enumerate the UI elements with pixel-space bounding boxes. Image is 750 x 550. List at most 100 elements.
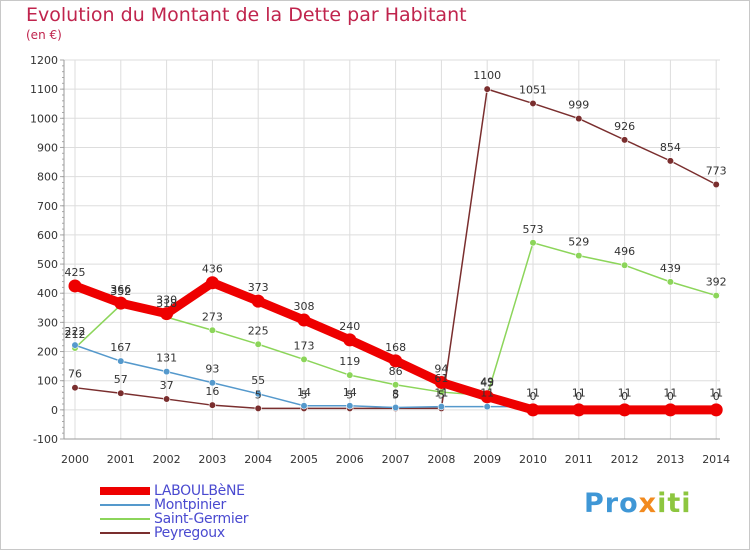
data-point-peyregoux	[163, 395, 171, 403]
data-point-montpinier	[71, 341, 79, 349]
data-point-montpinier	[117, 357, 125, 365]
axes	[60, 59, 720, 440]
data-point-peyregoux	[620, 136, 629, 144]
x-tick-label: 2010	[519, 453, 547, 466]
data-label-montpinier: 93	[205, 363, 219, 376]
legend-swatch-laboulbene	[100, 487, 150, 495]
data-label-peyregoux: 854	[660, 141, 681, 154]
data-point-montpinier	[163, 368, 171, 376]
data-point-peyregoux	[529, 99, 537, 108]
data-label-peyregoux: 5	[301, 388, 308, 401]
y-tick-label: 200	[37, 346, 58, 359]
data-label-laboulb-ne: 308	[294, 300, 315, 313]
grid-lines	[64, 59, 720, 440]
x-tick-label: 2002	[153, 453, 181, 466]
data-label-saint-germier: 273	[202, 310, 223, 323]
data-label-saint-germier: 49	[480, 376, 494, 389]
data-point-laboulb-ne	[709, 403, 723, 417]
y-tick-label: 1000	[30, 112, 58, 125]
logo-part-1: Pro	[584, 488, 639, 519]
data-label-laboulb-ne: 0	[713, 390, 720, 403]
data-label-saint-germier: 225	[248, 324, 269, 337]
data-label-laboulb-ne: 366	[110, 283, 131, 296]
data-label-saint-germier: 352	[110, 285, 131, 298]
data-label-saint-germier: 173	[294, 339, 315, 352]
data-point-saint-germier	[620, 261, 629, 269]
data-point-peyregoux	[208, 401, 216, 409]
data-point-laboulb-ne	[114, 296, 128, 310]
data-label-laboulb-ne: 0	[575, 390, 582, 403]
data-point-peyregoux	[254, 404, 262, 412]
data-point-laboulb-ne	[526, 403, 540, 417]
x-tick-label: 2008	[427, 453, 455, 466]
data-point-laboulb-ne	[297, 313, 311, 327]
y-tick-label: 100	[37, 375, 58, 388]
data-point-peyregoux	[666, 157, 675, 165]
data-label-peyregoux: 999	[568, 99, 589, 112]
x-tick-label: 2006	[336, 453, 364, 466]
data-label-laboulb-ne: 0	[530, 390, 537, 403]
data-label-peyregoux: 1051	[519, 83, 547, 96]
y-tick-label: 1100	[30, 83, 58, 96]
x-tick-label: 2004	[244, 453, 272, 466]
data-label-peyregoux: 773	[706, 164, 727, 177]
data-label-peyregoux: 57	[114, 373, 128, 386]
data-label-peyregoux: 76	[68, 368, 82, 381]
data-point-laboulb-ne	[434, 375, 448, 389]
x-tick-label: 2012	[611, 453, 639, 466]
data-point-saint-germier	[666, 278, 675, 286]
data-label-laboulb-ne: 425	[65, 266, 86, 279]
legend-swatch-montpinier	[100, 504, 150, 506]
x-tick-label: 2011	[565, 453, 593, 466]
data-labels: 76 57 37 16 5 5 5 5 5110010519999268547732123523…	[65, 69, 727, 403]
legend-label-peyregoux: Peyregoux	[154, 525, 225, 541]
data-label-saint-germier: 573	[523, 223, 544, 236]
legend-label-montpinier: Montpinier	[154, 497, 226, 513]
data-label-montpinier: 167	[110, 341, 131, 354]
data-label-montpinier: 8	[392, 388, 399, 401]
data-point-montpinier	[346, 402, 354, 410]
data-label-laboulb-ne: 168	[385, 341, 406, 354]
x-tick-label: 2000	[61, 453, 89, 466]
data-label-laboulb-ne: 94	[434, 362, 448, 375]
data-label-saint-germier: 119	[339, 355, 360, 368]
data-point-saint-germier	[300, 355, 308, 364]
data-point-saint-germier	[392, 381, 400, 389]
data-label-saint-germier: 439	[660, 262, 681, 275]
y-tick-label: 800	[37, 171, 58, 184]
x-tick-label: 2013	[656, 453, 684, 466]
data-label-peyregoux: 16	[205, 385, 219, 398]
data-label-peyregoux: 5	[255, 388, 262, 401]
data-label-montpinier: 11	[618, 387, 632, 400]
data-label-peyregoux: 5	[392, 388, 399, 401]
data-point-saint-germier	[346, 371, 354, 379]
data-point-laboulb-ne	[618, 403, 632, 417]
y-tick-label: 1200	[30, 54, 58, 67]
data-label-laboulb-ne: 240	[339, 320, 360, 333]
data-label-montpinier: 222	[65, 325, 86, 338]
logo-part-2: x	[638, 488, 658, 519]
data-point-laboulb-ne	[205, 276, 219, 290]
data-label-saint-germier: 529	[568, 236, 589, 249]
x-tick-labels: 2000 2001 2002 2003 2004 2005 2006 2007 2008 2009…	[61, 453, 730, 466]
x-tick-label: 2005	[290, 453, 318, 466]
y-tick-label: 900	[37, 141, 58, 154]
data-label-montpinier: 11	[572, 387, 586, 400]
data-label-saint-germier: 86	[389, 365, 403, 378]
data-label-peyregoux: 5	[438, 388, 445, 401]
data-label-laboulb-ne: 0	[667, 390, 674, 403]
data-label-montpinier: 11	[526, 387, 540, 400]
data-point-peyregoux	[712, 180, 720, 189]
y-tick-label: 600	[37, 229, 58, 242]
data-label-montpinier: 55	[251, 374, 265, 387]
data-point-montpinier	[483, 403, 491, 411]
data-point-saint-germier	[529, 239, 537, 247]
legend-label-saint-germier: Saint-Germier	[154, 511, 249, 527]
y-tick-label: 700	[37, 200, 58, 213]
x-tick-label: 2009	[473, 453, 501, 466]
data-point-montpinier	[300, 402, 308, 410]
series-group	[68, 85, 723, 417]
y-tick-label: -100	[33, 433, 58, 446]
x-tick-label: 2007	[382, 453, 410, 466]
